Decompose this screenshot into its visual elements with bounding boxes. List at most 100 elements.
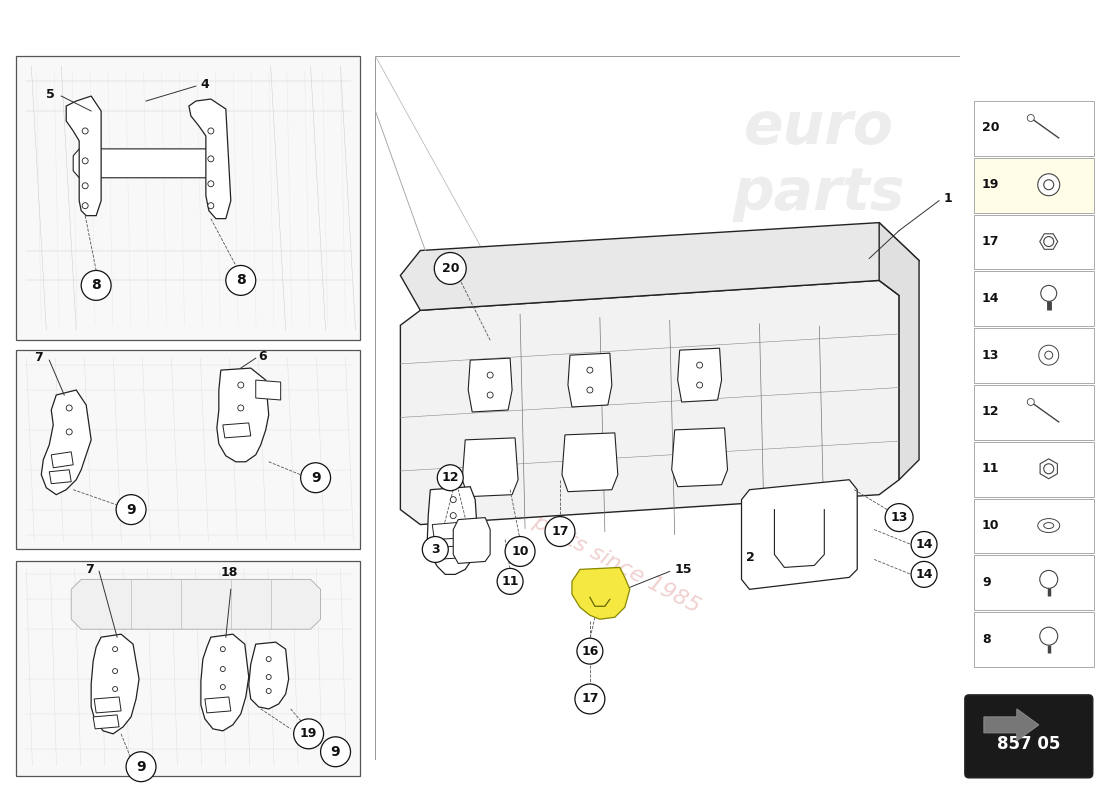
Polygon shape [223,423,251,438]
Circle shape [1027,114,1034,122]
Circle shape [66,429,73,435]
Text: 1: 1 [944,192,953,206]
Polygon shape [255,380,280,400]
Text: 8: 8 [235,274,245,287]
Ellipse shape [1044,522,1054,529]
Circle shape [294,719,323,749]
Circle shape [911,562,937,587]
Polygon shape [95,697,121,713]
Polygon shape [432,522,470,539]
Text: 4: 4 [201,78,210,90]
Circle shape [487,372,493,378]
Text: 6: 6 [258,350,267,362]
FancyBboxPatch shape [16,56,361,340]
Text: 18: 18 [220,566,238,579]
Polygon shape [72,579,320,630]
Text: 12: 12 [441,471,459,484]
Circle shape [112,686,118,691]
Text: 20: 20 [982,122,1000,134]
FancyBboxPatch shape [974,385,1093,440]
FancyBboxPatch shape [974,214,1093,270]
Circle shape [438,465,463,490]
Polygon shape [434,546,469,559]
Circle shape [544,517,575,546]
Circle shape [220,685,225,690]
FancyBboxPatch shape [974,328,1093,383]
FancyBboxPatch shape [974,271,1093,326]
Circle shape [238,405,244,411]
Polygon shape [562,433,618,492]
Polygon shape [400,281,899,525]
Text: 19: 19 [982,178,999,191]
Circle shape [450,497,456,502]
Circle shape [1044,180,1054,190]
Polygon shape [672,428,727,486]
Text: 14: 14 [915,568,933,581]
Polygon shape [453,518,491,563]
Circle shape [1044,237,1054,246]
Circle shape [1038,345,1058,365]
Circle shape [1044,464,1054,474]
Circle shape [266,657,272,662]
Text: 9: 9 [311,470,320,485]
Circle shape [112,646,118,652]
Circle shape [1040,627,1058,645]
Circle shape [112,669,118,674]
Polygon shape [66,96,101,216]
Polygon shape [879,222,920,480]
FancyBboxPatch shape [965,695,1092,778]
Circle shape [587,367,593,373]
Text: 9: 9 [126,502,136,517]
Circle shape [434,253,466,285]
Circle shape [696,382,703,388]
Text: 12: 12 [982,406,1000,418]
Circle shape [450,513,456,518]
Polygon shape [217,368,268,462]
Circle shape [1041,286,1057,302]
Text: 14: 14 [982,292,1000,305]
FancyBboxPatch shape [974,498,1093,554]
Text: 13: 13 [982,349,999,362]
Text: 17: 17 [581,693,598,706]
Polygon shape [205,697,231,713]
Polygon shape [50,470,72,484]
Polygon shape [52,452,74,468]
FancyBboxPatch shape [974,612,1093,667]
Polygon shape [678,348,722,402]
Circle shape [82,158,88,164]
Circle shape [1027,398,1034,406]
Polygon shape [741,480,857,590]
Circle shape [696,362,703,368]
Text: 11: 11 [982,462,1000,475]
Circle shape [208,202,213,209]
Polygon shape [469,358,513,412]
Text: a passion for parts since 1985: a passion for parts since 1985 [397,442,703,618]
Polygon shape [189,99,231,218]
Circle shape [226,266,255,295]
Circle shape [208,156,213,162]
Text: 3: 3 [431,543,440,556]
Circle shape [208,181,213,186]
Circle shape [1040,570,1058,588]
Circle shape [117,494,146,525]
Text: 10: 10 [982,519,1000,532]
Circle shape [220,666,225,671]
Text: 2: 2 [746,551,755,564]
Circle shape [1045,351,1053,359]
Text: 7: 7 [86,563,95,576]
Text: 17: 17 [551,525,569,538]
Circle shape [220,646,225,652]
Circle shape [575,684,605,714]
Text: 9: 9 [136,760,146,774]
Polygon shape [91,634,139,734]
Text: 17: 17 [982,235,1000,248]
Circle shape [82,202,88,209]
Polygon shape [400,222,920,310]
Circle shape [266,689,272,694]
Text: 7: 7 [34,350,43,364]
Text: 11: 11 [502,575,519,588]
Circle shape [320,737,351,766]
FancyBboxPatch shape [974,555,1093,610]
FancyBboxPatch shape [974,101,1093,156]
Circle shape [576,638,603,664]
